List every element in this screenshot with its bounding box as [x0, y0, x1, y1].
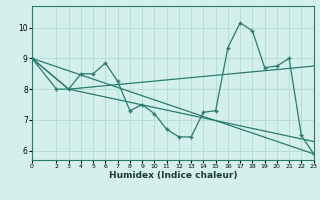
- X-axis label: Humidex (Indice chaleur): Humidex (Indice chaleur): [108, 171, 237, 180]
